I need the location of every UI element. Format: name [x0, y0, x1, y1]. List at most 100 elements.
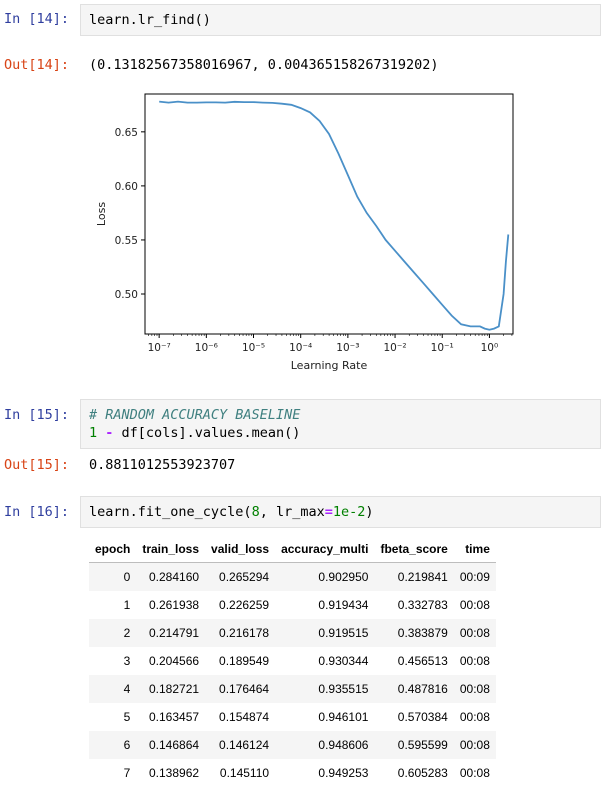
code-number: 1e-2: [332, 504, 366, 520]
table-cell: 0.146864: [148, 738, 200, 752]
x-tick-label: 10⁰: [481, 342, 499, 354]
code-paren: ): [365, 504, 374, 520]
table-cell: 0.935515: [318, 682, 369, 696]
table-cell: 00:08: [459, 738, 490, 752]
table-cell: 0.154874: [219, 710, 270, 724]
output-text-14: (0.13182567358016967, 0.0043651582673192…: [89, 57, 439, 73]
table-cell: 0.605283: [397, 766, 448, 780]
out-prompt-14: Out[14]:: [4, 57, 70, 73]
table-cell: 6: [123, 738, 131, 752]
column-header: valid_loss: [211, 542, 270, 556]
table-cell: 0.261938: [148, 598, 200, 612]
column-header: fbeta_score: [380, 542, 448, 556]
y-tick-label: 0.50: [115, 289, 138, 301]
code-operator: -: [105, 425, 114, 441]
x-tick-label: 10⁻⁷: [148, 342, 171, 354]
code-line: learn.lr_find(): [89, 12, 211, 28]
table-cell: 0.948606: [318, 738, 369, 752]
in-prompt-14: In [14]:: [4, 11, 70, 27]
x-axis-label: Learning Rate: [291, 359, 368, 372]
table-cell: 0.284160: [148, 570, 200, 584]
table-cell: 0.919515: [318, 626, 369, 640]
loss-curve: [159, 100, 510, 331]
column-header: time: [465, 542, 490, 556]
table-cell: 7: [123, 766, 131, 780]
table-cell: 0.176464: [219, 682, 270, 696]
table-row: 6 0.146864 0.146124 0.948606 0.595599 00:08: [89, 731, 496, 759]
column-header: train_loss: [142, 542, 200, 556]
y-axis-label: Loss: [95, 202, 108, 226]
table-cell: 00:08: [459, 654, 490, 668]
code-cell-14[interactable]: learn.lr_find(): [80, 4, 601, 36]
table-cell: 0.145110: [219, 766, 270, 780]
in-prompt-15: In [15]:: [4, 407, 70, 423]
table-cell: 2: [123, 626, 131, 640]
table-row: 5 0.163457 0.154874 0.946101 0.570384 00:08: [89, 703, 496, 731]
table-cell: 0.204566: [148, 654, 200, 668]
table-cell: 0.216178: [219, 626, 270, 640]
table-cell: 0.163457: [148, 710, 200, 724]
table-row: 3 0.204566 0.189549 0.930344 0.456513 00:08: [89, 647, 496, 675]
table-cell: 3: [123, 654, 131, 668]
y-tick-label: 0.65: [115, 127, 138, 139]
table-row: 2 0.214791 0.216178 0.919515 0.383879 00:08: [89, 619, 496, 647]
table-cell: 00:08: [459, 710, 490, 724]
table-cell: 00:08: [459, 626, 490, 640]
table-cell: 0.902950: [318, 570, 369, 584]
out-prompt-15: Out[15]:: [4, 457, 70, 473]
x-tick-label: 10⁻³: [336, 342, 359, 354]
table-cell: 4: [123, 682, 131, 696]
table-cell: 00:09: [459, 570, 490, 584]
code-call: learn.fit_one_cycle(: [89, 504, 252, 520]
x-tick-label: 10⁻⁵: [242, 342, 265, 354]
table-cell: 0.214791: [148, 626, 200, 640]
table-cell: 0.487816: [397, 682, 448, 696]
table-cell: 0.182721: [148, 682, 200, 696]
code-expression: df[cols].values.mean(): [113, 425, 301, 441]
in-prompt-16: In [16]:: [4, 504, 70, 520]
table-cell: 0.138962: [148, 766, 200, 780]
table-cell: 0.595599: [397, 738, 448, 752]
y-tick-label: 0.60: [115, 181, 138, 193]
table-cell: 0.456513: [397, 654, 448, 668]
table-cell: 0.265294: [219, 570, 270, 584]
code-operator: =: [324, 504, 333, 520]
code-cell-15[interactable]: # RANDOM ACCURACY BASELINE 1 - df[cols].…: [80, 399, 601, 449]
plot-area: [144, 93, 514, 335]
code-comment: # RANDOM ACCURACY BASELINE: [89, 407, 301, 423]
table-cell: 0.332783: [397, 598, 448, 612]
table-cell: 0.189549: [219, 654, 270, 668]
table-row: 7 0.138962 0.145110 0.949253 0.605283 00:08: [89, 759, 496, 787]
x-tick-label: 10⁻¹: [431, 342, 454, 354]
table-cell: 0.226259: [219, 598, 270, 612]
code-number: 1: [89, 425, 98, 441]
table-cell: 0.949253: [318, 766, 369, 780]
table-cell: 0.570384: [397, 710, 448, 724]
column-header: epoch: [95, 542, 131, 556]
table-cell: 00:08: [459, 598, 490, 612]
table-cell: 1: [123, 598, 131, 612]
table-cell: 00:08: [459, 682, 490, 696]
table-row: 1 0.261938 0.226259 0.919434 0.332783 00:08: [89, 591, 496, 619]
table-row: 0 0.284160 0.265294 0.902950 0.219841 00:09: [89, 562, 496, 591]
x-tick-label: 10⁻⁶: [195, 342, 218, 354]
table-cell: 0.219841: [397, 570, 448, 584]
y-tick-label: 0.55: [115, 235, 138, 247]
output-text-15: 0.8811012553923707: [89, 457, 236, 473]
training-results-table: epoch train_loss valid_loss accuracy_multi f…: [89, 536, 496, 787]
code-line: learn.fit_one_cycle(8, lr_max=1e-2): [89, 504, 374, 520]
table-cell: 0.946101: [318, 710, 369, 724]
code-cell-16[interactable]: learn.fit_one_cycle(8, lr_max=1e-2): [80, 496, 601, 528]
table-cell: 00:08: [459, 766, 490, 780]
code-line: 1 - df[cols].values.mean(): [89, 425, 300, 441]
table-cell: 5: [123, 710, 131, 724]
table-cell: 0.146124: [219, 738, 270, 752]
table-cell: 0: [123, 570, 131, 584]
x-tick-label: 10⁻²: [383, 342, 406, 354]
code-arg: , lr_max: [259, 504, 325, 520]
code-number: 8: [251, 504, 260, 520]
lr-find-chart: 0.50 0.55 0.60 0.65 10⁻⁷ 10⁻⁶ 10⁻⁵ 10⁻⁴ 10⁻³ 10⁻…: [95, 93, 514, 372]
table-header-row: epoch train_loss valid_loss accuracy_multi f…: [89, 536, 496, 563]
x-tick-label: 10⁻⁴: [289, 342, 312, 354]
table-cell: 0.383879: [397, 626, 448, 640]
